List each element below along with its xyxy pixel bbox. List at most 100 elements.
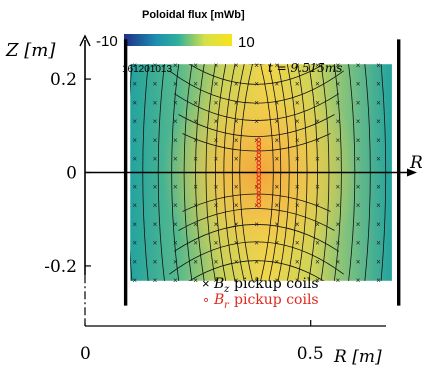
bz-coil-marker: × — [173, 80, 178, 89]
bz-coil-marker: × — [214, 276, 219, 285]
bz-coil-marker: × — [214, 61, 219, 70]
bz-coil-marker: × — [234, 220, 239, 229]
bz-coil-marker: × — [132, 136, 137, 145]
bz-coil-marker: × — [153, 80, 158, 89]
bz-coil-marker: × — [132, 257, 137, 266]
bz-coil-marker: × — [315, 276, 320, 285]
bz-coil-marker: × — [132, 220, 137, 229]
bz-coil-marker: × — [295, 201, 300, 210]
bz-coil-marker: × — [356, 276, 361, 285]
bz-coil-marker: × — [173, 98, 178, 107]
bz-coil-marker: × — [376, 257, 381, 266]
bz-coil-marker: × — [153, 276, 158, 285]
bz-coil-marker: × — [173, 61, 178, 70]
bz-coil-marker: × — [173, 257, 178, 266]
bz-coil-marker: × — [315, 220, 320, 229]
bz-coil-marker: × — [214, 201, 219, 210]
bz-coil-marker: × — [153, 183, 158, 192]
bz-coil-marker: × — [234, 136, 239, 145]
x-tick-label: 0.5 — [297, 344, 324, 364]
bz-coil-marker: × — [335, 136, 340, 145]
bz-coil-marker: × — [214, 98, 219, 107]
bz-coil-marker: × — [315, 257, 320, 266]
bz-coil-marker: × — [214, 257, 219, 266]
bz-coil-marker: × — [295, 183, 300, 192]
bz-coil-marker: × — [295, 257, 300, 266]
bz-coil-marker: × — [193, 136, 198, 145]
bz-coil-marker: × — [214, 239, 219, 248]
bz-coil-marker: × — [173, 220, 178, 229]
bz-coil-marker: × — [376, 220, 381, 229]
r-axis-end-label: R — [409, 153, 422, 173]
bz-coil-marker: × — [335, 117, 340, 126]
bz-coil-marker: × — [132, 183, 137, 192]
bz-coil-marker: × — [193, 117, 198, 126]
bz-coil-marker: × — [315, 136, 320, 145]
bz-coil-marker: × — [275, 239, 280, 248]
bz-coil-marker: × — [335, 276, 340, 285]
bz-coil-marker: × — [376, 154, 381, 163]
bz-coil-marker: × — [234, 239, 239, 248]
bz-coil-marker: × — [132, 61, 137, 70]
flux-contour-arc — [188, 260, 325, 281]
colorbar — [124, 34, 232, 46]
bz-coil-marker: × — [356, 98, 361, 107]
bz-coil-marker: × — [335, 201, 340, 210]
axis-ticks: 0.2 0 -0.2 0 0.5 — [44, 70, 324, 364]
bz-coil-marker: × — [356, 239, 361, 248]
bz-coil-marker: × — [153, 136, 158, 145]
bz-coil-marker: × — [193, 154, 198, 163]
bz-coil-marker: × — [315, 183, 320, 192]
br-coil-marker — [256, 137, 262, 143]
bz-coil-marker: × — [356, 117, 361, 126]
bz-coil-marker: × — [315, 154, 320, 163]
bz-coil-marker: × — [132, 154, 137, 163]
bz-coil-marker: × — [193, 239, 198, 248]
y-tick-label: -0.2 — [44, 257, 77, 277]
flux-contour-arc — [173, 93, 340, 121]
bz-coil-marker: × — [254, 183, 259, 192]
bz-coil-marker: × — [376, 80, 381, 89]
bz-coil-marker: × — [295, 117, 300, 126]
bz-coil-marker: × — [335, 220, 340, 229]
bz-coil-marker: × — [335, 98, 340, 107]
bz-coil-marker: × — [153, 220, 158, 229]
bz-coil-marker: × — [254, 220, 259, 229]
time-label: t = 9.515ms — [268, 61, 342, 75]
legend-br-sub: r — [224, 300, 230, 311]
bz-coil-marker: × — [193, 201, 198, 210]
legend-bz-text: pickup coils — [234, 276, 319, 292]
bz-coil-marker: × — [254, 276, 259, 285]
bz-coil-marker: × — [275, 183, 280, 192]
bz-coil-marker: × — [173, 276, 178, 285]
bz-coil-marker: × — [214, 136, 219, 145]
bz-coil-marker: × — [376, 136, 381, 145]
bz-coil-marker: × — [193, 183, 198, 192]
bz-coil-marker: × — [153, 154, 158, 163]
bz-coil-marker: × — [153, 257, 158, 266]
bz-coil-marker: × — [275, 61, 280, 70]
bz-coil-marker: × — [275, 257, 280, 266]
bz-coil-marker: × — [173, 154, 178, 163]
bz-coil-marker: × — [376, 117, 381, 126]
bz-coil-marker: × — [335, 257, 340, 266]
bz-coil-marker: × — [193, 257, 198, 266]
bz-coil-marker: × — [275, 117, 280, 126]
bz-coil-marker: × — [315, 80, 320, 89]
bz-coil-marker: × — [376, 239, 381, 248]
bz-coil-marker: × — [275, 154, 280, 163]
bz-coil-marker: × — [214, 154, 219, 163]
bz-coil-marker: × — [234, 117, 239, 126]
bz-coil-marker: × — [295, 276, 300, 285]
bz-coil-marker: × — [153, 239, 158, 248]
bz-coil-markers: × × × × × × × × × × × × × × × × × × × × × × × × × × × × × × × × × × × × × × × ×… — [132, 61, 381, 285]
bz-coil-marker: × — [295, 80, 300, 89]
bz-coil-marker: × — [173, 201, 178, 210]
x-tick-label: 0 — [80, 344, 91, 364]
bz-coil-marker: × — [173, 136, 178, 145]
bz-coil-marker: × — [275, 201, 280, 210]
bz-coil-marker: × — [376, 201, 381, 210]
bz-coil-marker: × — [295, 220, 300, 229]
